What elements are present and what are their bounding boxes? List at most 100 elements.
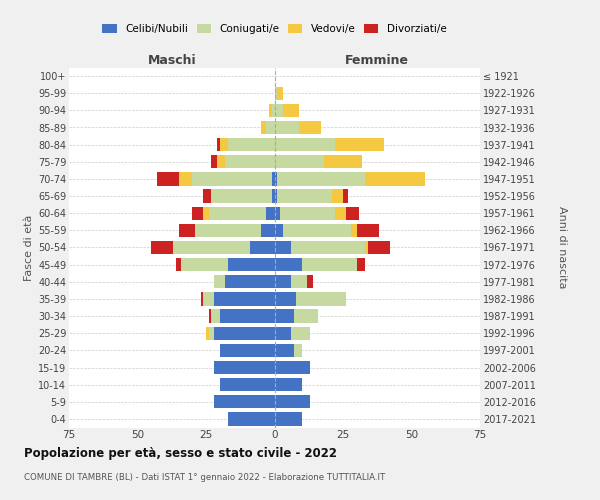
Bar: [209, 310, 211, 323]
Bar: [275, 241, 291, 254]
Bar: [195, 224, 261, 237]
Bar: [275, 172, 277, 186]
Bar: [179, 224, 195, 237]
Bar: [335, 206, 346, 220]
Bar: [275, 86, 277, 100]
Bar: [275, 190, 277, 203]
Bar: [275, 292, 296, 306]
Bar: [173, 241, 250, 254]
Legend: Celibi/Nubili, Coniugati/e, Vedovi/e, Divorziati/e: Celibi/Nubili, Coniugati/e, Vedovi/e, Di…: [103, 24, 446, 34]
Bar: [220, 344, 275, 357]
Bar: [214, 395, 275, 408]
Bar: [356, 258, 365, 272]
Bar: [225, 275, 275, 288]
Bar: [200, 292, 203, 306]
Bar: [277, 86, 283, 100]
Bar: [217, 155, 225, 168]
Bar: [181, 258, 228, 272]
Bar: [275, 138, 335, 151]
Bar: [296, 292, 346, 306]
Bar: [307, 275, 313, 288]
Text: Maschi: Maschi: [148, 54, 196, 68]
Bar: [272, 172, 275, 186]
Bar: [280, 206, 335, 220]
Bar: [192, 172, 272, 186]
Bar: [225, 155, 275, 168]
Bar: [209, 326, 214, 340]
Bar: [277, 172, 365, 186]
Bar: [324, 155, 362, 168]
Bar: [275, 378, 302, 392]
Bar: [275, 258, 302, 272]
Bar: [209, 206, 266, 220]
Bar: [365, 172, 425, 186]
Bar: [211, 310, 220, 323]
Bar: [365, 241, 368, 254]
Bar: [261, 121, 266, 134]
Bar: [291, 241, 365, 254]
Bar: [220, 378, 275, 392]
Bar: [250, 241, 275, 254]
Bar: [176, 258, 181, 272]
Bar: [269, 104, 272, 117]
Bar: [228, 412, 275, 426]
Bar: [275, 412, 302, 426]
Bar: [211, 155, 217, 168]
Bar: [356, 224, 379, 237]
Bar: [228, 258, 275, 272]
Bar: [293, 310, 319, 323]
Bar: [151, 241, 173, 254]
Bar: [192, 206, 203, 220]
Bar: [346, 206, 359, 220]
Bar: [266, 206, 275, 220]
Bar: [291, 275, 307, 288]
Bar: [275, 326, 291, 340]
Bar: [272, 104, 275, 117]
Bar: [157, 172, 179, 186]
Bar: [214, 275, 225, 288]
Text: COMUNE DI TAMBRE (BL) - Dati ISTAT 1° gennaio 2022 - Elaborazione TUTTITALIA.IT: COMUNE DI TAMBRE (BL) - Dati ISTAT 1° ge…: [24, 472, 385, 482]
Bar: [261, 224, 275, 237]
Bar: [343, 190, 349, 203]
Bar: [217, 138, 220, 151]
Bar: [214, 361, 275, 374]
Bar: [293, 344, 302, 357]
Bar: [275, 310, 293, 323]
Bar: [277, 190, 332, 203]
Bar: [275, 395, 310, 408]
Bar: [275, 344, 293, 357]
Bar: [283, 104, 299, 117]
Bar: [332, 190, 343, 203]
Bar: [272, 190, 275, 203]
Bar: [275, 361, 310, 374]
Bar: [266, 121, 275, 134]
Bar: [203, 206, 209, 220]
Bar: [220, 138, 228, 151]
Bar: [291, 326, 310, 340]
Bar: [275, 206, 280, 220]
Bar: [214, 292, 275, 306]
Bar: [214, 326, 275, 340]
Bar: [275, 224, 283, 237]
Bar: [203, 292, 214, 306]
Bar: [275, 155, 324, 168]
Bar: [302, 258, 356, 272]
Bar: [368, 241, 389, 254]
Bar: [206, 326, 209, 340]
Bar: [275, 275, 291, 288]
Bar: [351, 224, 357, 237]
Bar: [179, 172, 193, 186]
Bar: [220, 310, 275, 323]
Bar: [275, 121, 299, 134]
Bar: [275, 104, 283, 117]
Text: Femmine: Femmine: [345, 54, 409, 68]
Bar: [211, 190, 272, 203]
Bar: [203, 190, 211, 203]
Bar: [228, 138, 275, 151]
Bar: [283, 224, 351, 237]
Bar: [335, 138, 384, 151]
Y-axis label: Anni di nascita: Anni di nascita: [557, 206, 566, 289]
Bar: [299, 121, 321, 134]
Text: Popolazione per età, sesso e stato civile - 2022: Popolazione per età, sesso e stato civil…: [24, 448, 337, 460]
Y-axis label: Fasce di età: Fasce di età: [23, 214, 34, 280]
